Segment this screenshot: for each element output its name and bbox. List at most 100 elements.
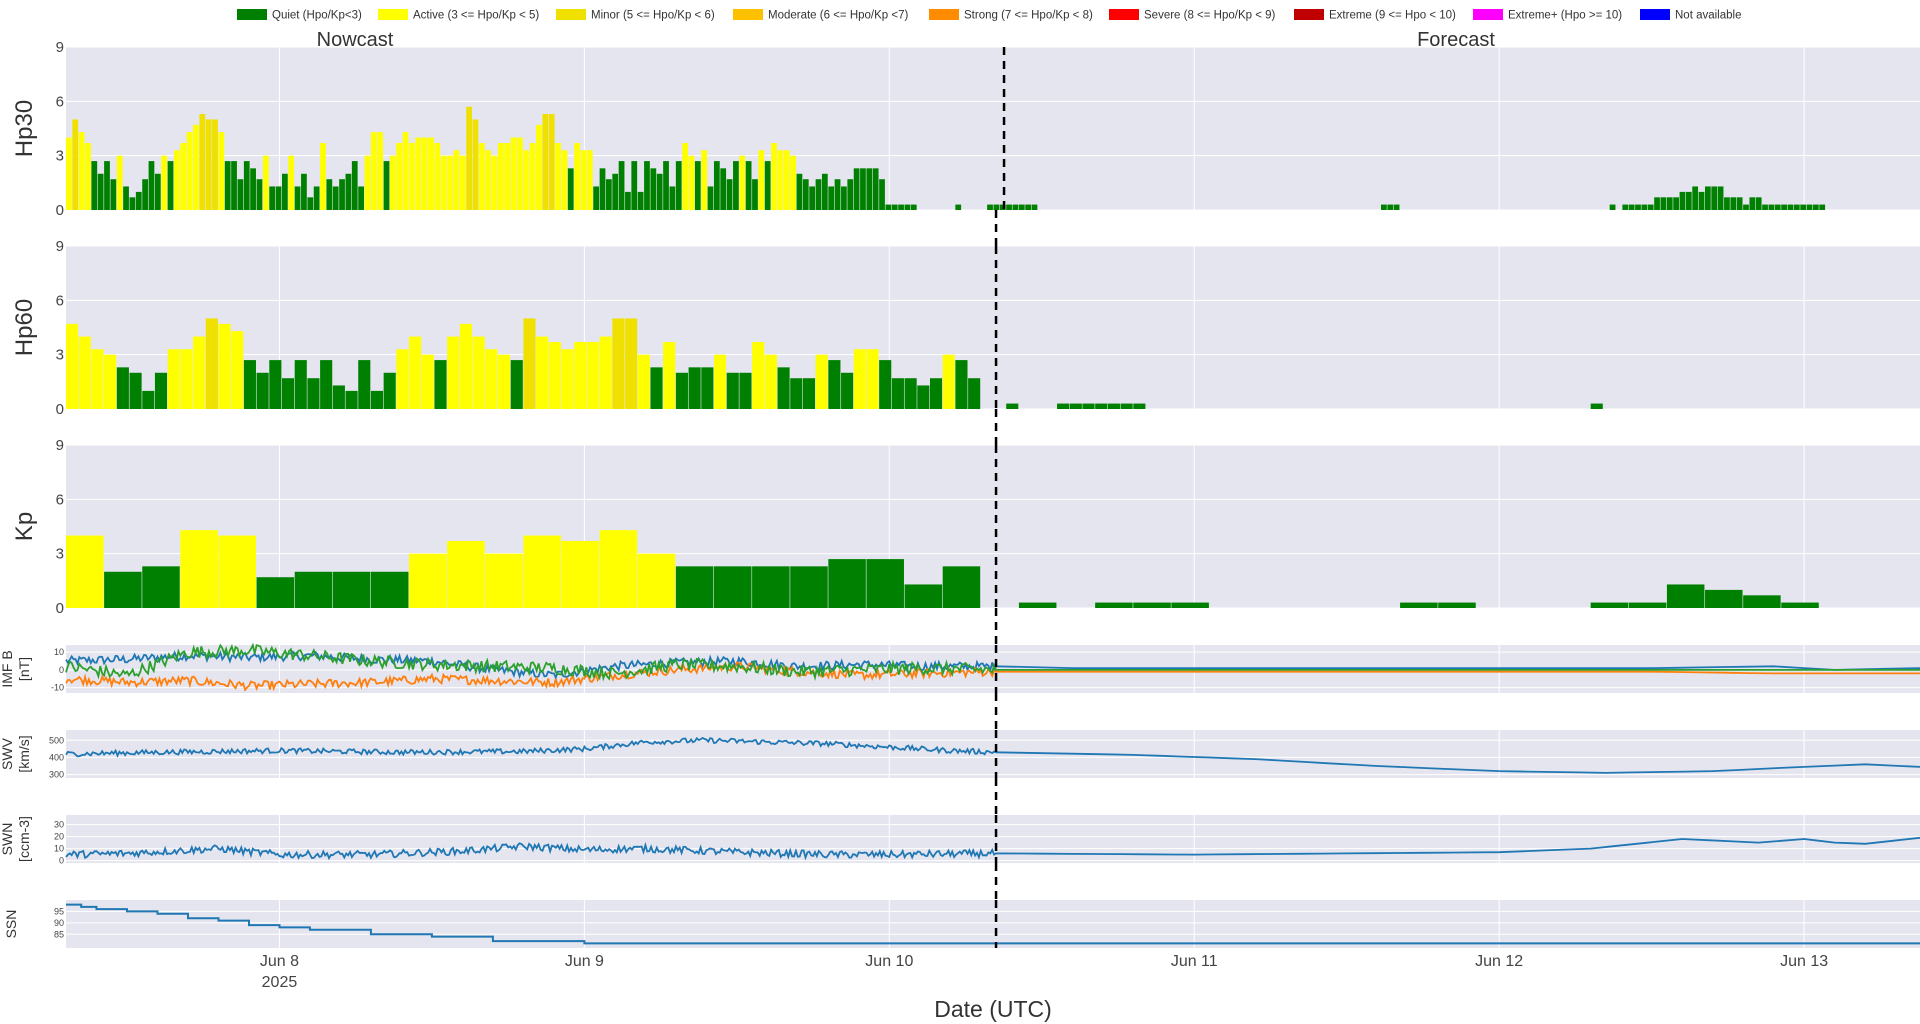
plot-background (66, 900, 1920, 948)
y-tick-label: 6 (56, 292, 64, 309)
bar (142, 390, 155, 409)
legend-swatch[interactable] (1294, 9, 1324, 20)
bar (1717, 186, 1724, 210)
bar (726, 179, 733, 210)
bar (91, 349, 104, 409)
legend-label[interactable]: Extreme (9 <= Hpo < 10) (1329, 10, 1456, 22)
legend-swatch[interactable] (929, 9, 959, 20)
bar (1635, 204, 1641, 210)
bar (161, 155, 168, 210)
bar (1387, 204, 1394, 210)
legend-swatch[interactable] (1109, 9, 1139, 20)
bar (1654, 197, 1660, 210)
bar (790, 566, 828, 608)
bar (205, 119, 212, 210)
y-tick-label: 20 (54, 832, 64, 842)
bar (599, 530, 638, 608)
legend-swatch[interactable] (1640, 9, 1670, 20)
bar (104, 161, 110, 210)
bar (777, 367, 790, 409)
legend-label[interactable]: Moderate (6 <= Hpo/Kp <7) (768, 10, 908, 22)
bar (720, 168, 727, 210)
bar (1095, 602, 1133, 608)
bar (809, 186, 816, 210)
bar (1774, 204, 1781, 210)
bar (377, 132, 384, 210)
bar (860, 168, 866, 210)
bar (199, 114, 206, 210)
legend-label[interactable]: Minor (5 <= Hpo/Kp < 6) (591, 10, 715, 22)
bar (523, 318, 536, 409)
bar (1743, 595, 1781, 608)
x-tick-label: Jun 11 (1171, 953, 1218, 970)
bar (891, 378, 904, 409)
bar (396, 349, 409, 409)
bar (510, 137, 517, 210)
bar (364, 155, 371, 210)
legend-label[interactable]: Severe (8 <= Hpo/Kp < 9) (1144, 10, 1276, 22)
bar (1730, 197, 1737, 210)
legend-label[interactable]: Not available (1675, 10, 1741, 22)
y-tick-label: 0 (56, 202, 64, 219)
bar (1647, 204, 1654, 210)
bar (1641, 204, 1648, 210)
legend-swatch[interactable] (237, 9, 267, 20)
legend-label[interactable]: Extreme+ (Hpo >= 10) (1508, 10, 1622, 22)
panel-hp30: 0 3 6 9 Hp30 (11, 39, 1920, 219)
bar (142, 179, 148, 210)
bar (110, 179, 117, 210)
bar (440, 155, 447, 210)
bar (129, 372, 142, 409)
bar (993, 204, 1000, 210)
bar (650, 168, 657, 210)
bar (688, 367, 701, 409)
bar (243, 360, 256, 409)
legend-swatch[interactable] (733, 9, 763, 20)
bar (307, 378, 320, 409)
bar (548, 114, 555, 210)
bar (942, 354, 955, 409)
bar (281, 173, 288, 210)
bar (682, 142, 688, 210)
bar (326, 179, 333, 210)
bar (1393, 204, 1400, 210)
bar (1438, 602, 1476, 608)
bar (358, 186, 364, 210)
legend-label[interactable]: Strong (7 <= Hpo/Kp < 8) (964, 10, 1093, 22)
legend-label[interactable]: Active (3 <= Hpo/Kp < 5) (413, 10, 539, 22)
bar (1800, 204, 1807, 210)
bar (1133, 602, 1171, 608)
bar (1666, 584, 1705, 608)
legend-swatch[interactable] (1473, 9, 1503, 20)
legend-swatch[interactable] (378, 9, 408, 20)
bar (78, 132, 85, 210)
bar (841, 186, 847, 210)
plot-background (66, 246, 1920, 409)
bar (1781, 602, 1819, 608)
bar (1095, 403, 1108, 409)
y-tick-label: 10 (54, 844, 64, 854)
y-tick-label: 3 (56, 347, 64, 364)
legend-swatch[interactable] (556, 9, 586, 20)
forecast-header: Forecast (1417, 29, 1495, 51)
bar (764, 161, 771, 210)
bar (167, 349, 180, 409)
x-tick-label: Jun 13 (1780, 953, 1828, 970)
plot-background (66, 730, 1920, 778)
bar (853, 168, 860, 210)
y-tick-label: 30 (54, 820, 64, 830)
bar (942, 566, 981, 608)
bar (218, 323, 231, 409)
bar (650, 367, 663, 409)
y-tick-label: 0 (56, 401, 64, 418)
bar (66, 137, 72, 210)
series-line-n (65, 836, 1920, 861)
bar (447, 336, 460, 409)
bar (694, 161, 701, 210)
legend-label[interactable]: Quiet (Hpo/Kp<3) (272, 10, 362, 22)
bar (866, 168, 873, 210)
bar (320, 360, 333, 409)
bar (593, 186, 600, 210)
bar (154, 372, 168, 409)
bar (389, 155, 396, 210)
